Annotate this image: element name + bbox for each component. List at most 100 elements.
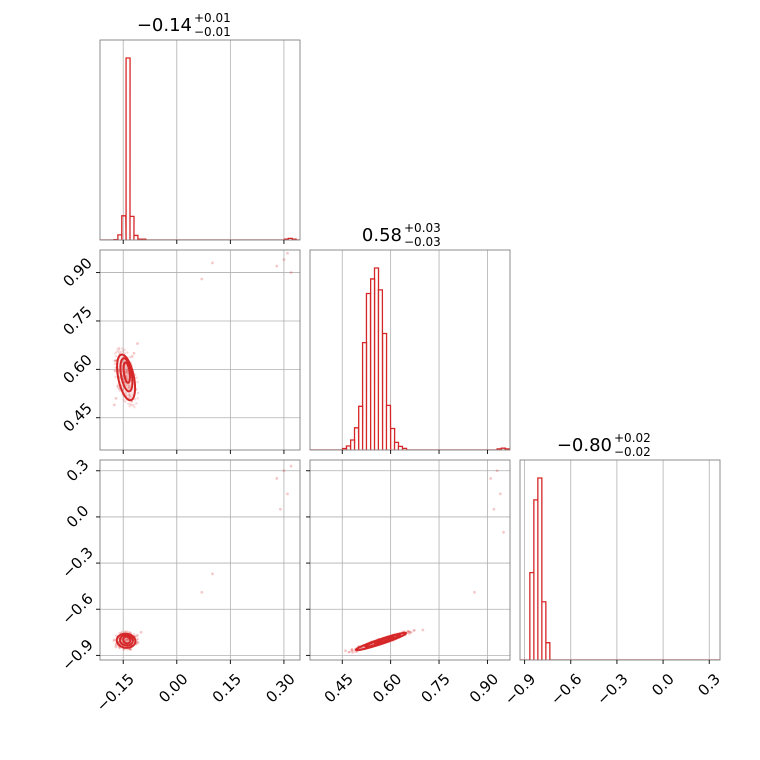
y-tick-label: 0.75 <box>59 302 95 338</box>
scatter-point <box>113 369 116 373</box>
scatter-point <box>129 648 132 652</box>
scatter-point <box>407 630 410 634</box>
scatter-point <box>127 387 130 390</box>
x-tick-label: 0.75 <box>417 670 453 706</box>
panel-0-0 <box>100 40 300 240</box>
scatter-point <box>289 464 293 468</box>
contour-p0_p2-2 <box>115 632 137 649</box>
contour-p0_p1-2 <box>116 353 137 402</box>
panel-frame-1-0 <box>99 249 301 451</box>
scatter-point <box>351 651 354 654</box>
scatter-point <box>286 492 289 496</box>
scatter-point <box>117 348 121 351</box>
scatter-point <box>289 271 293 274</box>
histogram-2 <box>520 477 720 660</box>
histogram-0-bin-4 <box>130 216 134 240</box>
panel-frame-2-2 <box>519 459 721 661</box>
panel-2-0 <box>100 460 300 660</box>
scatter-point <box>132 403 135 407</box>
panel-2-2 <box>520 460 720 660</box>
scatter-point <box>133 398 137 401</box>
scatter-point <box>135 635 138 638</box>
x-tick-label: 0.3 <box>694 670 724 700</box>
panel-title-2: −0.80 +0.02−0.02 <box>557 431 651 459</box>
panel-title-1: 0.58 +0.03−0.03 <box>362 221 441 249</box>
histogram-0 <box>100 57 300 240</box>
y-tick-label: 0.0 <box>63 502 93 532</box>
scatter-point <box>116 385 119 388</box>
histogram-2-bin-1 <box>534 500 538 660</box>
scatter-point <box>124 383 128 387</box>
y-tick-label: 0.45 <box>59 399 95 435</box>
x-tick-label: 0.30 <box>262 670 298 706</box>
scatter-point <box>489 477 493 480</box>
scatter-point <box>492 507 496 511</box>
histogram-1-bin-3 <box>355 428 359 450</box>
scatter-point <box>408 630 411 634</box>
scatter-point <box>350 647 354 651</box>
scatter-point <box>136 381 139 384</box>
panel-frame-2-1 <box>309 459 511 661</box>
histogram-2-bin-4 <box>546 643 550 660</box>
scatter-point <box>421 628 425 632</box>
histogram-1-bin-8 <box>375 268 379 450</box>
scatter-p0_p1 <box>112 251 293 409</box>
scatter-point <box>498 492 502 496</box>
scatter-point <box>117 346 121 350</box>
scatter-point <box>118 646 121 650</box>
scatter-point <box>125 374 128 378</box>
histogram-2-bin-2 <box>538 478 542 660</box>
histogram-0-bin-1 <box>118 235 122 240</box>
scatter-p1_p2 <box>344 469 505 654</box>
scatter-point <box>123 380 126 383</box>
scatter-point <box>407 632 411 636</box>
histogram-1-bin-6 <box>366 293 370 450</box>
x-tick-label: −0.15 <box>93 670 138 715</box>
panel-background <box>520 460 720 660</box>
scatter-point <box>117 352 121 355</box>
panel-1-1 <box>310 250 510 450</box>
scatter-point <box>406 629 410 633</box>
scatter-point <box>282 469 286 473</box>
histogram-1-bin-14 <box>398 446 402 450</box>
scatter-point <box>126 372 130 375</box>
scatter-point <box>137 641 140 645</box>
scatter-point <box>130 404 133 407</box>
scatter-point <box>128 393 131 397</box>
panel-background <box>310 460 510 660</box>
scatter-point <box>113 369 117 373</box>
scatter-point <box>495 469 499 473</box>
y-tick-label: −0.6 <box>58 590 96 628</box>
scatter-point <box>200 590 204 594</box>
scatter-point <box>128 393 131 396</box>
scatter-point <box>129 402 132 406</box>
scatter-point <box>124 391 128 395</box>
scatter-point <box>129 395 132 398</box>
scatter-point <box>118 389 121 393</box>
scatter-point <box>127 384 130 387</box>
scatter-point <box>473 590 476 594</box>
scatter-point <box>128 405 131 408</box>
x-tick-label: −0.3 <box>593 670 631 708</box>
histogram-0-bin-5 <box>134 235 138 240</box>
panel-background <box>100 460 300 660</box>
scatter-point <box>352 651 355 654</box>
scatter-point <box>275 477 279 480</box>
scatter-point <box>113 359 116 362</box>
histogram-1-bin-1 <box>346 446 350 450</box>
scatter-point <box>126 648 129 651</box>
scatter-point <box>351 649 354 652</box>
histogram-1-bin-11 <box>386 405 390 450</box>
scatter-point <box>113 352 117 355</box>
scatter-point <box>123 400 127 403</box>
scatter-point <box>125 630 129 633</box>
scatter-point <box>135 376 138 379</box>
panel-background <box>100 40 300 240</box>
x-tick-label: 0.90 <box>466 670 502 706</box>
scatter-point <box>355 650 358 654</box>
scatter-point <box>116 385 119 388</box>
scatter-p0_p2 <box>112 464 293 652</box>
title-plus: +0.03 <box>404 221 441 235</box>
histogram-0-bin-2 <box>122 216 126 240</box>
